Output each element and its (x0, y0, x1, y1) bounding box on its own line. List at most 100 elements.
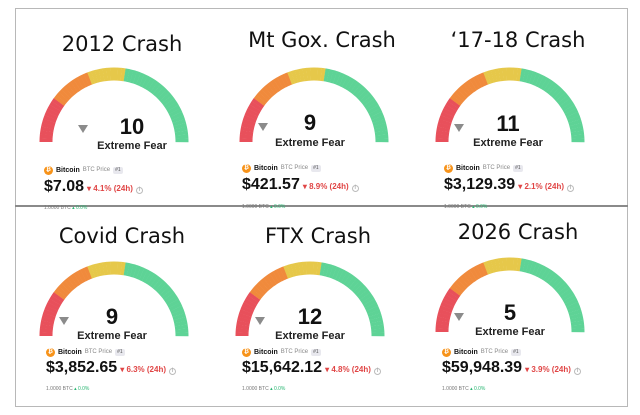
gauge-segment (543, 269, 554, 283)
gauge-segment (532, 262, 541, 276)
gauge-segment (83, 266, 93, 280)
btc-change: 0.0% (273, 204, 286, 210)
gauge-segment (263, 275, 275, 289)
info-icon[interactable]: i (567, 185, 575, 192)
gauge-segment (279, 266, 289, 280)
gauge-segment (372, 118, 387, 127)
info-icon[interactable]: i (135, 187, 143, 194)
gauge-segment (452, 282, 465, 294)
gauge-segment (243, 298, 257, 309)
gauge-segment (94, 69, 102, 83)
fear-greed-gauge (435, 257, 585, 333)
gauge-segment (469, 267, 480, 281)
info-icon[interactable]: i (573, 368, 581, 375)
gauge-segment (334, 267, 344, 282)
gauge-segment (367, 104, 381, 115)
crash-panel: 2012 Crash 10 Extreme Fear ₿ Bitcoin BTC Pric… (22, 20, 222, 216)
gauge-segment (343, 273, 354, 287)
gauge-segment (447, 288, 461, 299)
fear-greed-gauge (239, 67, 389, 143)
gauge-segment (534, 263, 544, 278)
gauge-segment (323, 68, 330, 82)
btc-price: $59,948.39 (442, 359, 523, 376)
triangle-up-icon: ▴ (74, 386, 77, 392)
info-icon[interactable]: i (351, 185, 359, 192)
gauge-segment (332, 266, 341, 280)
price-change: ▾ 4.8% (24h) (325, 365, 371, 374)
gauge-segment (157, 89, 170, 102)
price-change-value: 3.9% (24h) (531, 365, 571, 374)
gauge-segment (123, 262, 130, 276)
gauge-segment (51, 292, 65, 303)
gauge-segment (476, 263, 486, 278)
gauge-segment (239, 130, 254, 136)
gauge-segment (543, 79, 554, 93)
rank-badge: #1 (311, 164, 321, 172)
gauge-segment (286, 263, 295, 278)
gauge-segment (252, 286, 265, 298)
gauge-segment (494, 258, 501, 272)
btc-change: 0.0% (475, 204, 488, 210)
gauge-segment (316, 261, 322, 276)
btc-amount: 1.0000 BTC (44, 205, 71, 211)
gauge-segment (173, 316, 187, 324)
info-icon[interactable]: i (373, 368, 381, 375)
info-icon[interactable]: i (169, 368, 177, 375)
price-change-value: 2.1% (24h) (524, 182, 565, 191)
gauge-segment (479, 72, 489, 86)
gauge-segment (361, 295, 375, 306)
price-change-value: 4.8% (24h) (331, 365, 371, 374)
gauge-pointer-icon (255, 317, 265, 325)
gauge-segment (332, 71, 341, 85)
gauge-segment (45, 108, 60, 118)
gauge-segment (528, 71, 537, 85)
coin-name[interactable]: Bitcoin (254, 348, 278, 356)
gauge-segment (563, 104, 577, 115)
sentiment-label: Extreme Fear (77, 330, 147, 342)
gauge-container (236, 64, 392, 146)
gauge-segment (161, 95, 175, 107)
gauge-segment (441, 108, 456, 118)
btc-amount: 1.0000 BTC (242, 204, 269, 210)
gauge-segment (242, 118, 256, 127)
coin-name[interactable]: Bitcoin (58, 348, 82, 356)
coin-subtitle: BTC Price (480, 349, 509, 355)
coin-row: ₿ Bitcoin BTC Price #1 (442, 346, 521, 358)
triangle-up-icon: ▴ (470, 386, 473, 392)
btc-amount-row: 1.0000 BTC ▴ 0.0% (442, 386, 485, 392)
triangle-up-icon: ▴ (270, 204, 273, 210)
gauge-segment (236, 320, 250, 327)
coin-name[interactable]: Bitcoin (56, 166, 80, 174)
gauge-segment (555, 92, 569, 104)
gauge-segment (435, 130, 450, 136)
gauge-segment (546, 271, 558, 285)
gauge-segment (319, 262, 326, 276)
fear-greed-gauge (39, 261, 189, 337)
btc-amount: 1.0000 BTC (242, 386, 269, 392)
gauge-segment (469, 77, 480, 91)
gauge-segment (94, 263, 102, 277)
coin-name[interactable]: Bitcoin (454, 348, 478, 356)
crash-panel: ‘17-18 Crash 11 Extreme Fear ₿ Bitcoin BTC Pr… (418, 20, 618, 216)
gauge-segment (373, 122, 387, 130)
gauge-segment (80, 267, 90, 282)
triangle-up-icon: ▴ (270, 386, 273, 392)
coin-name[interactable]: Bitcoin (254, 164, 278, 172)
gauge-segment (136, 266, 145, 280)
price-change-value: 4.1% (24h) (93, 184, 133, 193)
gauge-segment (490, 69, 498, 83)
gauge-segment (537, 265, 548, 279)
price-row: $421.57 ▾ 8.9% (24h) i (242, 176, 359, 194)
fear-index-value: 9 (303, 110, 317, 135)
crash-panel: Mt Gox. Crash 9 Extreme Fear ₿ Bitcoin BTC Pr… (222, 20, 422, 216)
gauge-segment (570, 126, 584, 133)
gauge-segment (443, 294, 457, 305)
coin-name[interactable]: Bitcoin (456, 164, 480, 172)
gauge-segment (83, 72, 93, 86)
rank-badge: #1 (113, 166, 123, 174)
gauge-segment (516, 257, 522, 272)
gauge-segment (338, 73, 348, 88)
gauge-segment (528, 261, 537, 275)
btc-amount-row: 1.0000 BTC ▴ 0.0% (444, 204, 487, 210)
gauge-segment (90, 263, 99, 278)
